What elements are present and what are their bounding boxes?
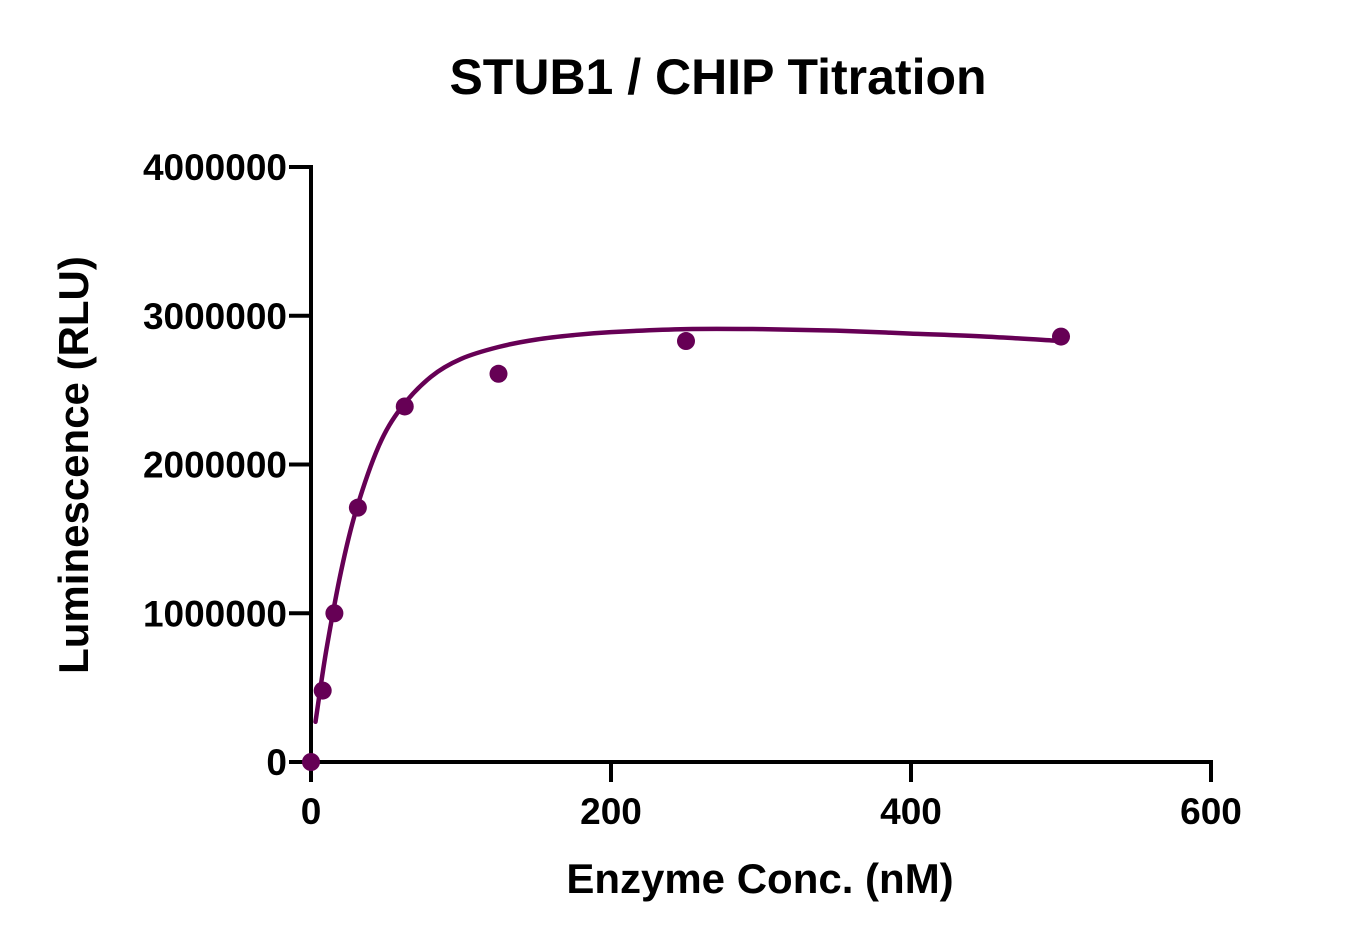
y-tick-label: 4000000: [143, 147, 287, 188]
plot-area: 0 1000000 2000000 3000000 4000000 0 200 400 600: [143, 147, 1242, 832]
x-axis: 0 200 400 600: [301, 760, 1242, 832]
x-axis-label: Enzyme Conc. (nM): [566, 855, 953, 902]
data-point: [395, 397, 414, 416]
data-point: [1052, 327, 1070, 346]
chart-title: STUB1 / CHIP Titration: [449, 49, 986, 105]
y-axis-label: Luminescence (RLU): [50, 256, 97, 674]
data-point: [348, 498, 367, 517]
x-tick-label: 0: [301, 791, 322, 832]
data-points-layer: [302, 327, 1070, 771]
y-tick-label: 0: [266, 742, 287, 783]
fit-curve-line: [313, 326, 1064, 725]
y-tick-label: 2000000: [143, 445, 287, 486]
x-tick-label: 600: [1180, 791, 1242, 832]
data-point: [489, 364, 508, 383]
y-tick-label: 1000000: [143, 593, 287, 634]
y-axis: 0 1000000 2000000 3000000 4000000: [143, 147, 313, 783]
data-point: [677, 332, 695, 351]
x-tick-label: 200: [580, 791, 642, 832]
y-tick-label: 3000000: [143, 296, 287, 337]
x-tick-label: 400: [880, 791, 942, 832]
fit-curve-layer: [313, 326, 1064, 725]
data-point: [325, 604, 344, 623]
data-point: [302, 753, 320, 771]
data-point: [313, 681, 332, 700]
